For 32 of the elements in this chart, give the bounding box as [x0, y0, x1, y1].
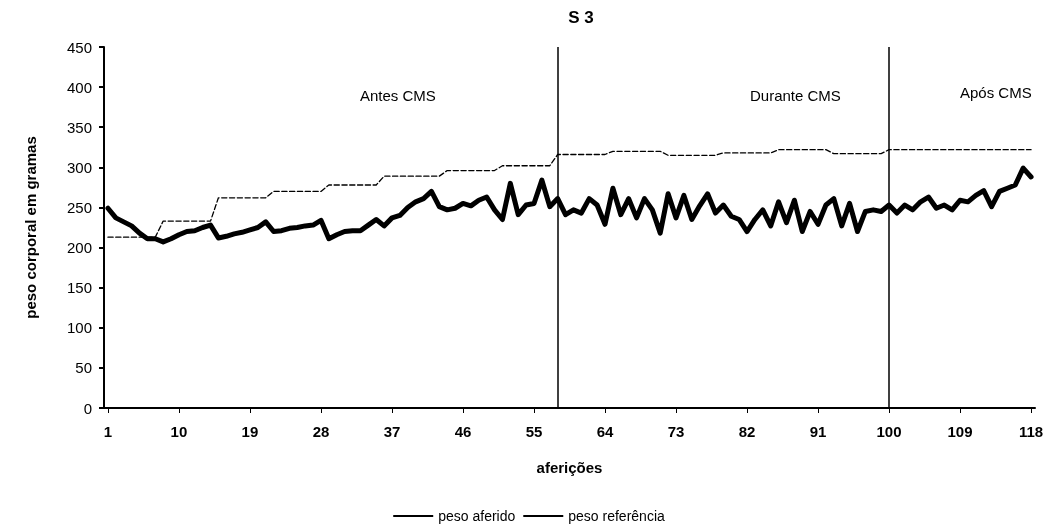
x-tick-label: 19 [241, 423, 259, 440]
y-tick-label: 300 [66, 158, 92, 176]
y-tick-label: 250 [66, 198, 92, 216]
x-tick-label: 1 [103, 423, 113, 440]
x-axis-title: aferições [536, 459, 603, 476]
legend-label: peso referência [568, 508, 665, 524]
y-tick-label: 400 [66, 78, 92, 96]
x-tick-label: 109 [947, 423, 973, 440]
y-tick-label: 200 [66, 239, 92, 257]
y-axis-title: peso corporal em gramas [22, 136, 39, 319]
y-tick-label: 350 [66, 118, 92, 136]
y-tick-label: 50 [75, 359, 92, 377]
annotation: Durante CMS [750, 87, 841, 104]
x-tick-label: 91 [809, 423, 827, 440]
y-tick-label: 450 [66, 38, 92, 56]
x-tick-label: 73 [667, 423, 685, 440]
x-tick-label: 10 [170, 423, 188, 440]
y-tick-label: 100 [66, 319, 92, 337]
x-tick-label: 28 [312, 423, 330, 440]
y-tick-label: 150 [66, 279, 92, 297]
y-tick-label: 0 [83, 399, 92, 417]
chart-title: S 3 [568, 8, 594, 27]
x-tick-label: 37 [383, 423, 401, 440]
legend-label: peso aferido [438, 508, 516, 524]
annotation: Após CMS [960, 84, 1032, 101]
x-tick-label: 46 [454, 423, 472, 440]
x-tick-label: 64 [596, 423, 614, 440]
x-tick-label: 55 [525, 423, 543, 440]
x-tick-label: 118 [1018, 423, 1044, 440]
x-tick-label: 100 [876, 423, 902, 440]
x-tick-label: 82 [738, 423, 756, 440]
annotation: Antes CMS [360, 87, 436, 104]
